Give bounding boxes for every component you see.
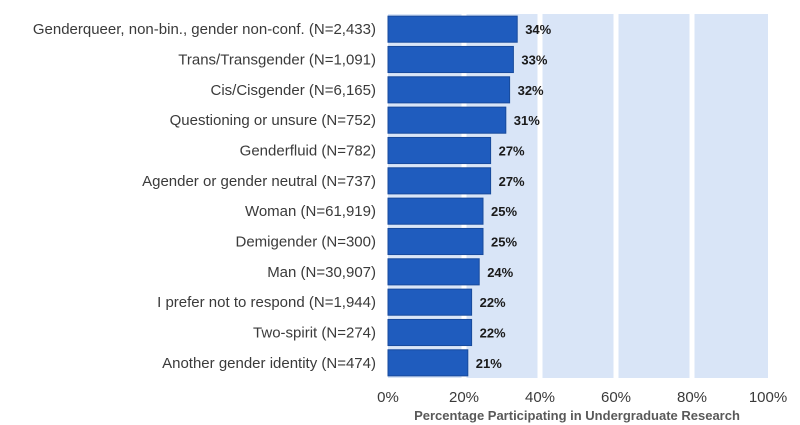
data-label: 25% (491, 204, 517, 219)
gridlines (461, 14, 695, 378)
bars (387, 15, 518, 377)
data-label: 22% (480, 295, 506, 310)
category-label: Another gender identity (N=474) (162, 355, 376, 372)
bar-6 (387, 197, 484, 225)
category-label: Demigender (N=300) (236, 234, 377, 251)
category-label: Woman (N=61,919) (245, 203, 376, 220)
bar-2 (387, 76, 511, 104)
category-label: Man (N=30,907) (267, 264, 376, 281)
category-label: Genderfluid (N=782) (240, 143, 376, 160)
bar-11 (387, 349, 469, 377)
data-label: 27% (499, 144, 525, 159)
category-labels: Genderqueer, non-bin., gender non-conf. … (33, 21, 376, 372)
data-label: 34% (525, 22, 551, 37)
x-tick-label: 60% (601, 389, 631, 406)
data-label: 33% (521, 53, 547, 68)
category-label: Genderqueer, non-bin., gender non-conf. … (33, 21, 376, 38)
data-label: 22% (480, 326, 506, 341)
data-label: 21% (476, 356, 502, 371)
bar-9 (387, 288, 473, 316)
category-label: Two-spirit (N=274) (253, 325, 376, 342)
bar-3 (387, 106, 507, 134)
x-axis-tick-labels: 0% 20% 40% 60% 80% 100% (377, 389, 787, 406)
x-tick-label: 80% (677, 389, 707, 406)
x-axis-title: Percentage Participating in Undergraduat… (414, 408, 740, 423)
x-tick-label: 20% (449, 389, 479, 406)
x-tick-label: 100% (749, 389, 787, 406)
plot-background (388, 14, 768, 378)
category-label: Questioning or unsure (N=752) (170, 112, 376, 129)
category-label: Trans/Transgender (N=1,091) (178, 52, 376, 69)
bar-8 (387, 258, 480, 286)
bar-7 (387, 227, 484, 256)
bar-4 (387, 136, 492, 165)
bar-0 (387, 15, 518, 43)
category-label: I prefer not to respond (N=1,944) (157, 294, 376, 311)
data-labels: 34% 33% 32% 31% 27% 27% 25% 25% 24% 22% 22% 21% (476, 22, 552, 371)
data-label: 31% (514, 113, 540, 128)
category-label: Cis/Cisgender (N=6,165) (211, 82, 377, 99)
x-tick-label: 40% (525, 389, 555, 406)
data-label: 24% (487, 265, 513, 280)
data-label: 27% (499, 174, 525, 189)
x-tick-label: 0% (377, 389, 399, 406)
bar-1 (387, 45, 514, 74)
bar-5 (387, 167, 492, 195)
data-label: 32% (518, 83, 544, 98)
plot-area-band (388, 14, 768, 378)
data-label: 25% (491, 235, 517, 250)
category-label: Agender or gender neutral (N=737) (142, 173, 376, 190)
bar-10 (387, 318, 473, 347)
